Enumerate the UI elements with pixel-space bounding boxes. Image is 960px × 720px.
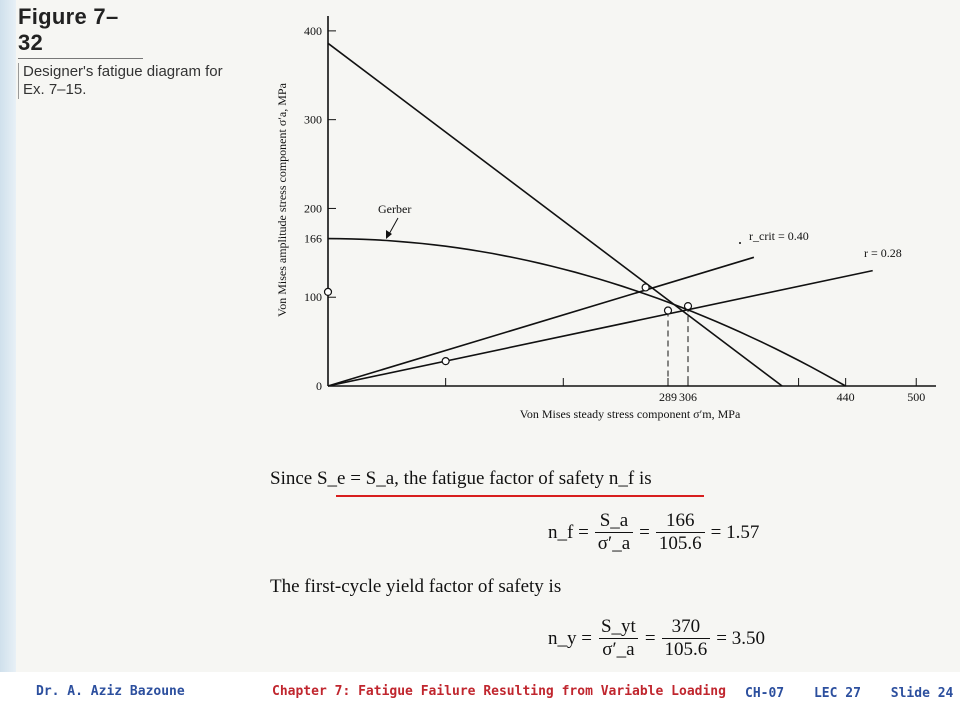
x-tick-label: 289 <box>659 390 677 404</box>
nf-num-2: 166 <box>665 510 695 531</box>
y-tick-label: 166 <box>304 232 322 246</box>
nf-equation: n_f = S_a σ′_a = 166 105.6 = 1.57 <box>548 510 759 555</box>
figure-description: Designer's fatigue diagram for Ex. 7–15. <box>18 63 248 99</box>
ny-num-2: 370 <box>671 616 701 637</box>
nf-eq-sign: = <box>639 521 650 543</box>
yield-line: The first-cycle yield factor of safety i… <box>270 576 561 598</box>
footer-chapter: Chapter 7: Fatigue Failure Resulting fro… <box>272 684 726 699</box>
series-line-1 <box>327 42 783 387</box>
y-axis-label: Von Mises amplitude stress component σ′a… <box>275 82 289 317</box>
ny-den-1: σ′_a <box>599 638 638 661</box>
footer-ch: CH-07 <box>745 686 785 701</box>
y-tick-label: 300 <box>304 113 322 127</box>
footer-slide: Slide 24 <box>890 686 954 701</box>
nf-den-1: σ′_a <box>594 532 634 555</box>
gerber-annotation: Gerber <box>378 202 411 216</box>
figure-caption: Figure 7–32 Designer's fatigue diagram f… <box>18 4 248 99</box>
series-line-2 <box>327 256 755 387</box>
ny-eq-sign: = <box>644 627 656 649</box>
footer-lec: LEC 27 <box>813 686 861 701</box>
nf-frac-2: 166 105.6 <box>655 510 705 555</box>
ny-den-2: 105.6 <box>661 638 711 661</box>
since-line: Since S_e = S_a, the fatigue factor of s… <box>270 468 652 490</box>
chart-axes: 289 306 440 500 0 100 166 200 300 400 <box>304 16 936 404</box>
chart-labels: Von Mises steady stress component σ′m, M… <box>275 82 902 421</box>
footer-author: Dr. A. Aziz Bazoune <box>36 684 185 699</box>
ny-num-1: S_yt <box>600 616 636 637</box>
chart-points <box>323 283 693 366</box>
x-axis-label: Von Mises steady stress component σ′m, M… <box>520 407 741 421</box>
x-tick-label: 500 <box>907 390 925 404</box>
r-crit-annotation: r_crit = 0.40 <box>749 229 809 243</box>
y-tick-label: 0 <box>316 379 322 393</box>
since-text: Since S_e = S_a, the fatigue factor of s… <box>270 468 652 489</box>
scanned-page <box>16 0 960 672</box>
data-point <box>441 357 450 366</box>
rcrit-leader-dot <box>739 242 741 244</box>
series-line-3 <box>327 269 873 387</box>
nf-num-1: S_a <box>599 510 629 531</box>
chart-series <box>327 42 873 387</box>
fatigue-diagram-chart: 289 306 440 500 0 100 166 200 300 400 Von Mises s… <box>275 16 936 421</box>
x-tick-label: 306 <box>679 390 697 404</box>
page-edge-strip <box>0 0 16 672</box>
data-point <box>641 283 650 292</box>
red-underline <box>336 495 704 497</box>
yield-text: The first-cycle yield factor of safety i… <box>270 576 562 597</box>
slide-footer: Dr. A. Aziz Bazoune Chapter 7: Fatigue F… <box>0 672 960 720</box>
nf-den-2: 105.6 <box>655 532 705 555</box>
ny-result: = 3.50 <box>716 627 766 649</box>
nf-frac-1: S_a σ′_a <box>594 510 634 555</box>
data-point <box>663 306 673 315</box>
gerber-arrowhead <box>386 230 392 239</box>
ny-frac-1: S_yt σ′_a <box>598 616 639 661</box>
footer-slide-info: CH-07 LEC 27 Slide 24 <box>745 686 953 701</box>
ny-lhs: n_y = <box>548 627 592 649</box>
series-line-0 <box>327 237 846 387</box>
ny-equation: n_y = S_yt σ′_a = 370 105.6 = 3.50 <box>548 616 765 661</box>
r-annotation: r = 0.28 <box>864 246 902 260</box>
y-tick-label: 100 <box>304 290 322 304</box>
data-point <box>323 287 333 296</box>
x-tick-label: 440 <box>837 390 855 404</box>
figure-number: Figure 7–32 <box>18 4 143 59</box>
y-tick-label: 200 <box>304 201 322 215</box>
nf-result: = 1.57 <box>710 521 760 543</box>
nf-lhs: n_f = <box>548 521 589 543</box>
y-tick-label: 400 <box>304 24 322 38</box>
data-point <box>683 301 693 311</box>
ny-frac-2: 370 105.6 <box>661 616 711 661</box>
